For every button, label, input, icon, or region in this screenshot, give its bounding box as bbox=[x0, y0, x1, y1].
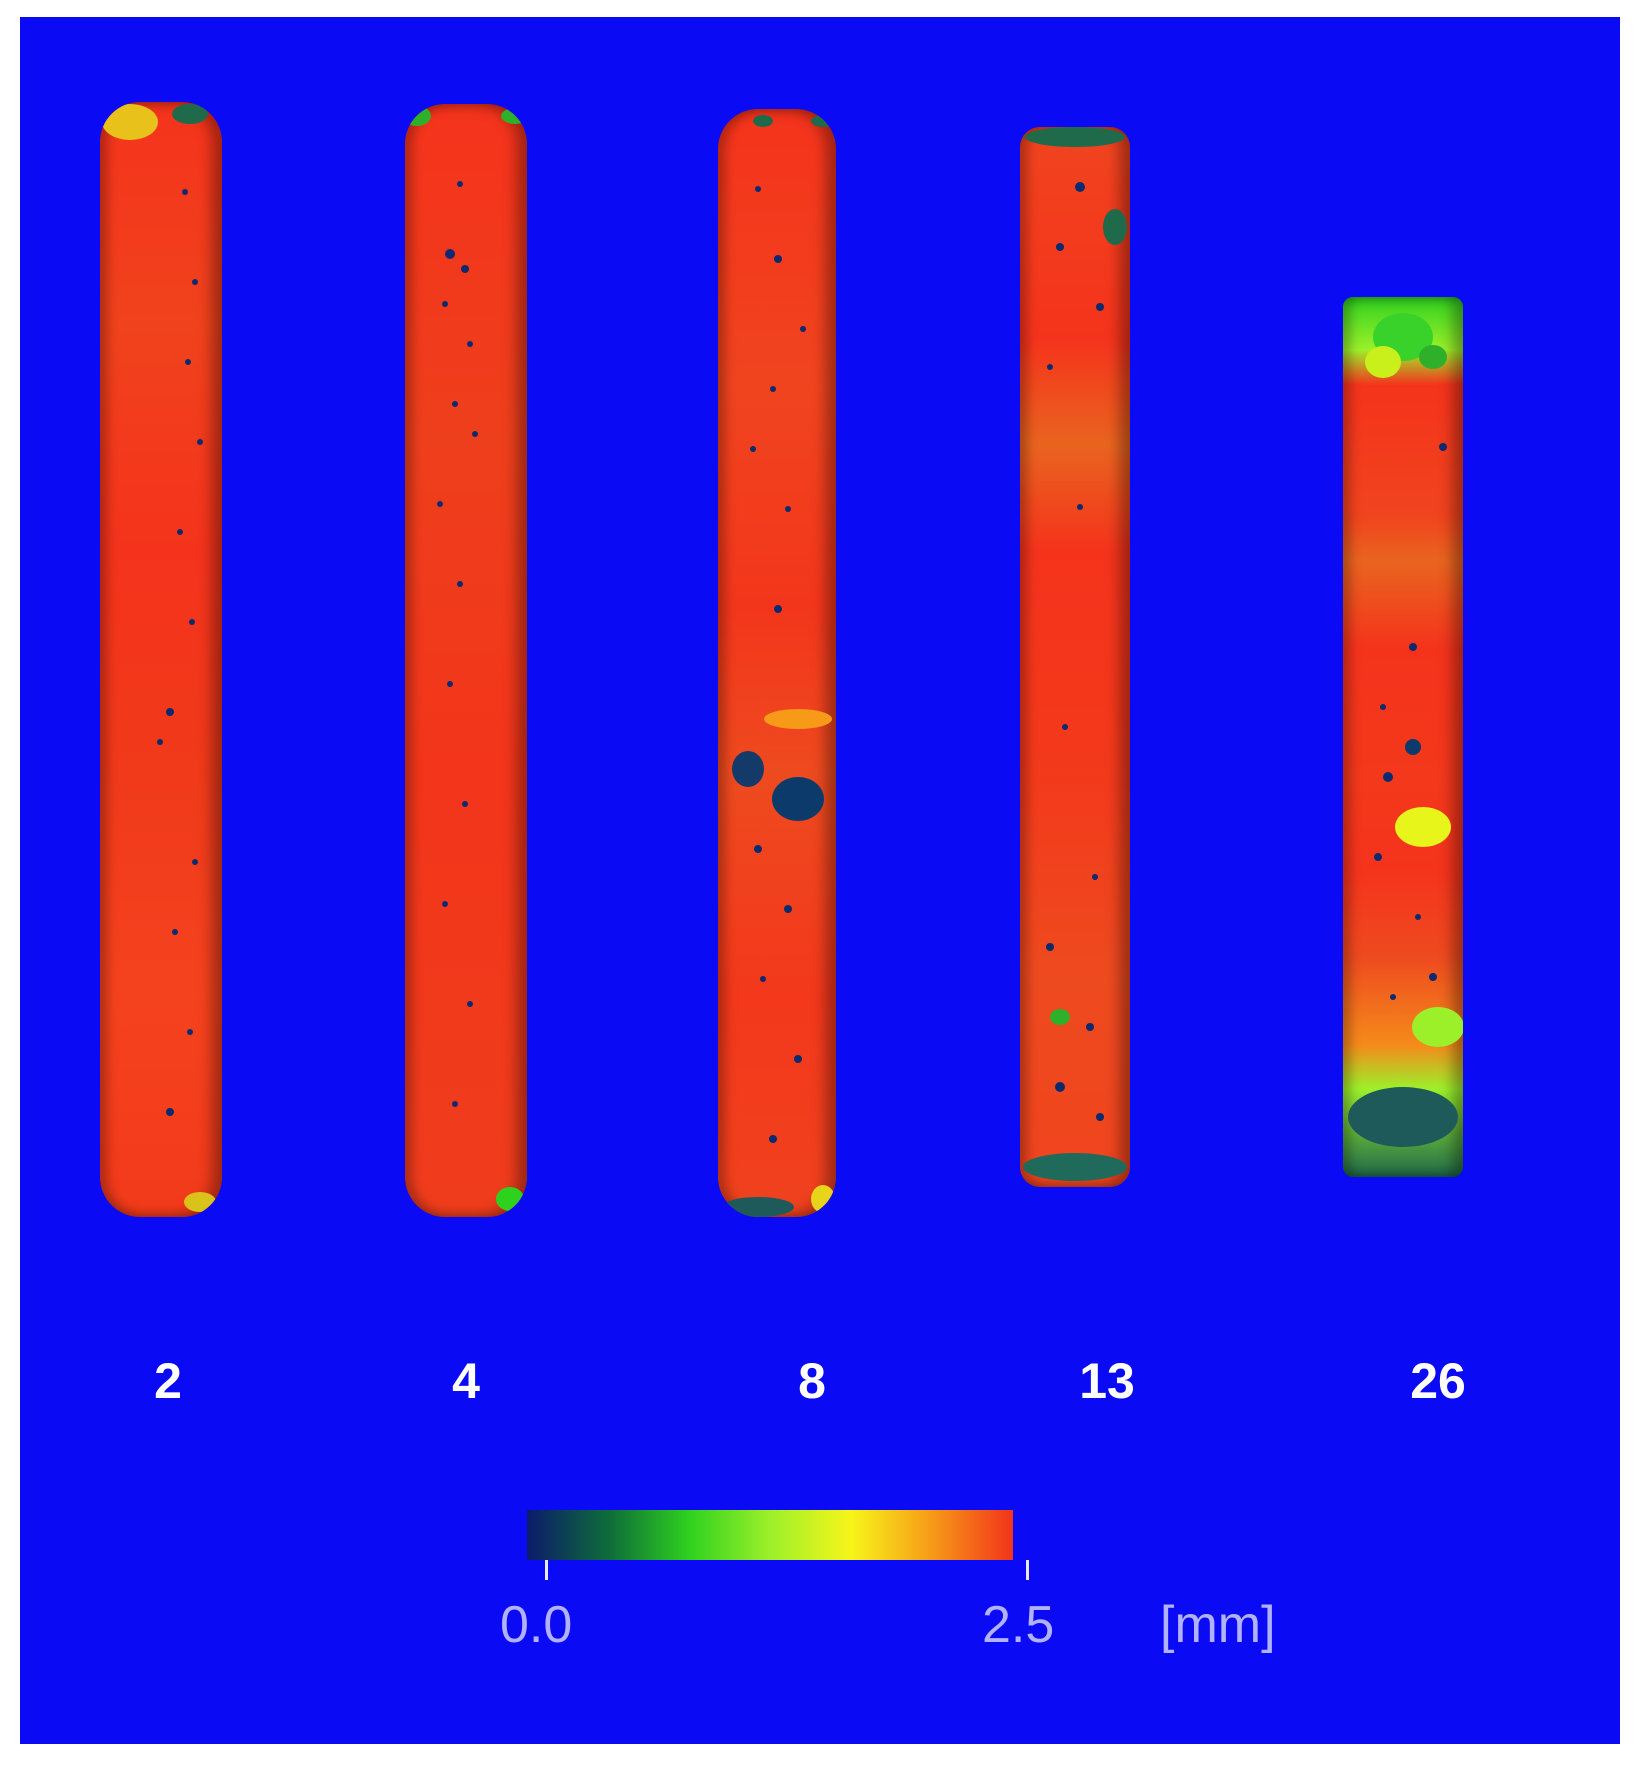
sample-label-8: 8 bbox=[798, 1353, 826, 1409]
rod-speckles bbox=[722, 115, 835, 1217]
rod-sample-4 bbox=[405, 104, 527, 1217]
rod-speckles bbox=[102, 104, 216, 1212]
sample-label-13: 13 bbox=[1079, 1353, 1135, 1409]
rod-speckles bbox=[1348, 313, 1463, 1147]
rod-speckles bbox=[405, 106, 527, 1211]
rod-sample-2 bbox=[100, 102, 222, 1217]
figure-panel: 2 4 8 13 26 bbox=[20, 17, 1620, 1744]
rod-sample-26 bbox=[1343, 297, 1463, 1177]
rod-speckles bbox=[1023, 127, 1127, 1181]
sample-label-26: 26 bbox=[1410, 1353, 1466, 1409]
colorbar-tick-min bbox=[545, 1560, 548, 1580]
rod-sample-8 bbox=[718, 109, 836, 1217]
sample-label-2: 2 bbox=[154, 1353, 182, 1409]
colorbar-max-label: 2.5 bbox=[982, 1596, 1055, 1654]
rod-sample-13 bbox=[1020, 127, 1130, 1187]
colorbar-unit-label: [mm] bbox=[1160, 1596, 1276, 1654]
colorbar-gradient bbox=[527, 1510, 1013, 1560]
colorbar-min-label: 0.0 bbox=[500, 1596, 573, 1654]
colorbar-tick-max bbox=[1026, 1560, 1029, 1580]
sample-label-4: 4 bbox=[452, 1353, 480, 1409]
